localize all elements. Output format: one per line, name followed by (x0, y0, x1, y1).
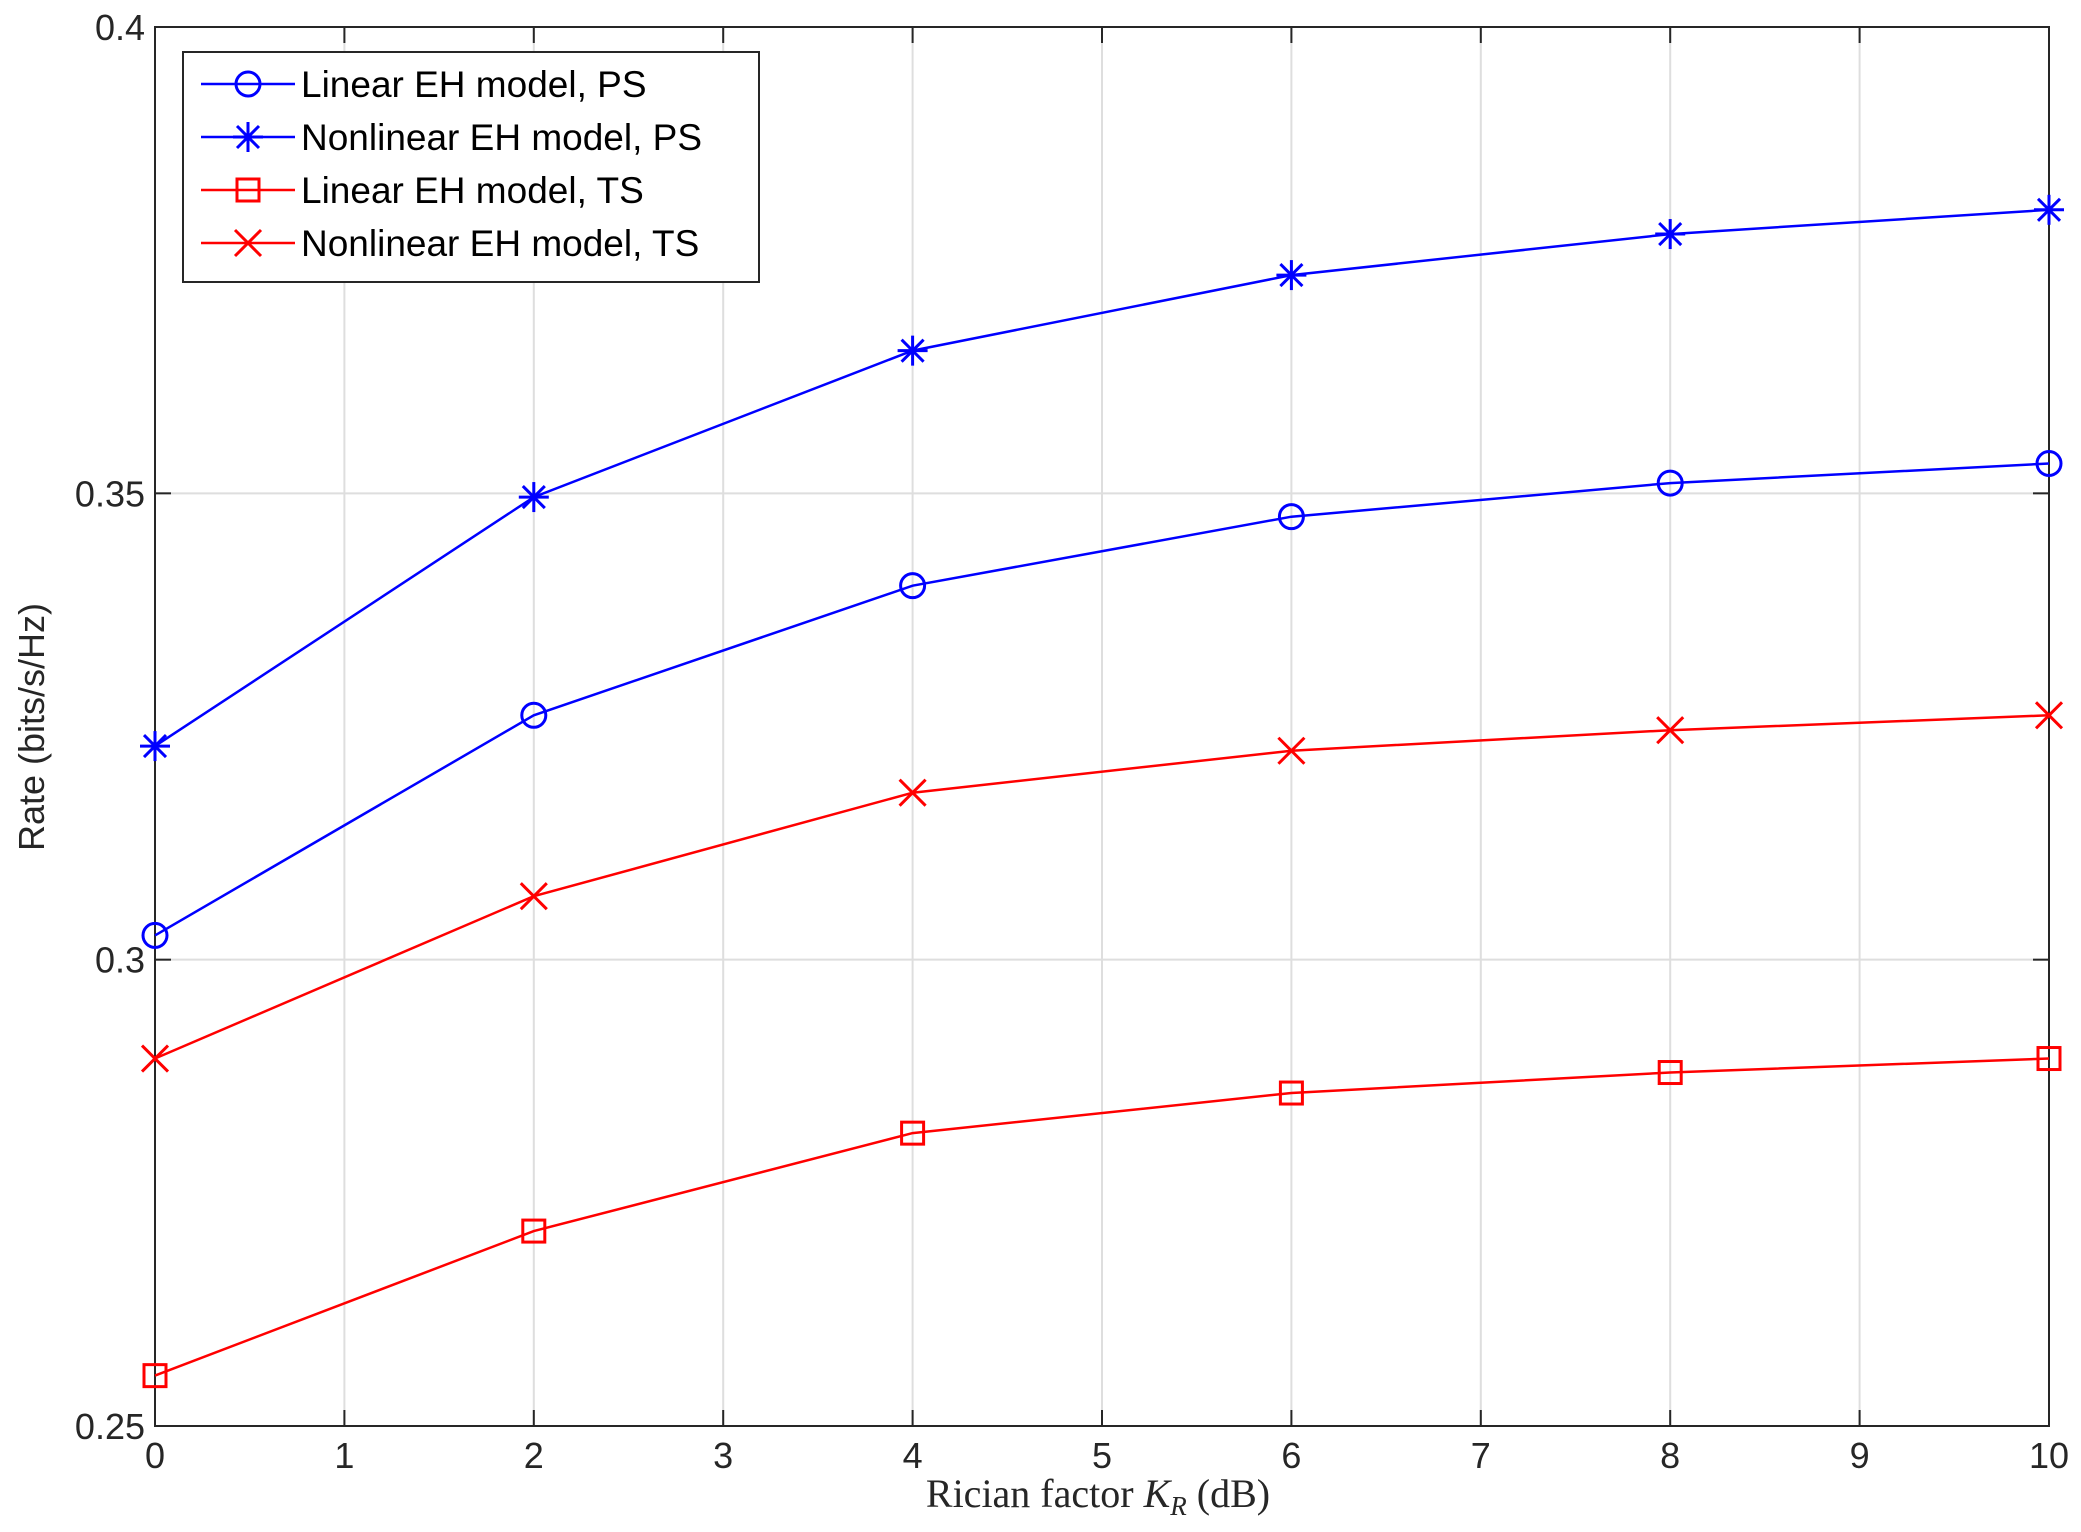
series-2 (140, 194, 2064, 762)
asterisk-marker-stroke (235, 124, 261, 150)
square-marker-shape (1657, 1060, 1683, 1086)
x-tick-label: 9 (1850, 1435, 1870, 1476)
x-tick-label: 1 (334, 1435, 354, 1476)
x-tick-label: 7 (1471, 1435, 1491, 1476)
data-point (521, 1218, 547, 1244)
data-point (518, 482, 549, 513)
data-point (1655, 219, 1686, 250)
data-point (142, 1363, 168, 1389)
data-point (141, 921, 169, 949)
data-series (140, 194, 2064, 1389)
x-tick-label: 10 (2029, 1435, 2069, 1476)
data-point (898, 778, 927, 807)
square-marker-shape (142, 1363, 168, 1389)
y-tick-label: 0.25 (75, 1406, 145, 1447)
square-marker-shape (900, 1120, 926, 1146)
square-marker-shape (1278, 1080, 1304, 1106)
x-marker-stroke (233, 228, 263, 258)
legend-label: Linear EH model, PS (301, 64, 647, 105)
data-point (897, 335, 928, 366)
series-4 (140, 701, 2064, 1073)
circle-marker-shape (899, 572, 927, 600)
data-point (2034, 194, 2064, 225)
data-point (520, 701, 548, 729)
legend-marker (233, 228, 263, 258)
legend-marker (234, 70, 262, 98)
x-axis-label-symbol: K (1143, 1471, 1173, 1516)
asterisk-marker-stroke (1658, 221, 1683, 247)
legend-entry: Linear EH model, TS (201, 170, 644, 211)
circle-marker-shape (2035, 449, 2063, 477)
circle-marker-shape (1656, 469, 1684, 497)
data-point (1656, 716, 1685, 745)
circle-marker-shape (520, 701, 548, 729)
x-tick-label: 8 (1660, 1435, 1680, 1476)
data-point (519, 882, 548, 911)
series-3 (142, 1046, 2062, 1389)
legend: Linear EH model, PS Nonlinear EH model, P… (182, 51, 760, 283)
data-point (2034, 701, 2064, 730)
square-marker-shape (2036, 1046, 2062, 1072)
x-axis-label-prefix: Rician factor (926, 1471, 1144, 1516)
legend-label: Nonlinear EH model, TS (301, 223, 699, 264)
asterisk-marker-stroke (900, 338, 925, 363)
legend-label: Nonlinear EH model, PS (301, 117, 702, 158)
asterisk-marker-stroke (1279, 263, 1304, 288)
data-point (1656, 469, 1684, 497)
data-point (900, 1120, 926, 1146)
y-tick-label: 0.3 (95, 940, 145, 981)
asterisk-marker-stroke (142, 734, 168, 759)
x-marker-stroke (140, 1044, 170, 1073)
y-tick-label: 0.35 (75, 473, 145, 514)
x-marker-stroke (1277, 736, 1306, 765)
data-point (1277, 503, 1305, 531)
data-point (2035, 449, 2063, 477)
data-point (1657, 1060, 1683, 1086)
asterisk-marker-stroke (521, 485, 546, 510)
legend-marker (235, 177, 261, 203)
series-line (154, 1057, 2050, 1377)
circle-marker-shape (141, 921, 169, 949)
axis-ticks: 0 1 2 3 4 5 6 7 8 9 10 0.25 0.3 0.35 0.4 (75, 7, 2069, 1476)
y-tick-label: 0.4 (95, 7, 145, 48)
legend-entries: Linear EH model, PS Nonlinear EH model, P… (201, 64, 702, 264)
x-marker-stroke (898, 778, 927, 807)
legend-entry: Linear EH model, PS (201, 64, 647, 105)
data-point (2036, 1046, 2062, 1072)
series-line (154, 462, 2050, 937)
x-axis-label-subscript: R (1169, 1491, 1187, 1521)
x-marker-stroke (1656, 716, 1685, 745)
data-point (140, 731, 170, 762)
data-point (1277, 736, 1306, 765)
x-tick-label: 4 (903, 1435, 923, 1476)
x-tick-label: 2 (524, 1435, 544, 1476)
data-point (899, 572, 927, 600)
y-axis-label: Rate (bits/s/Hz) (11, 603, 52, 851)
square-marker-shape (235, 177, 261, 203)
x-tick-label: 5 (1092, 1435, 1112, 1476)
asterisk-marker-stroke (2036, 197, 2062, 222)
data-point (1276, 260, 1307, 291)
x-axis-label: Rician factor KR (dB) (926, 1471, 1270, 1521)
circle-marker-shape (234, 70, 262, 98)
series-line (154, 208, 2050, 748)
x-marker-stroke (2034, 701, 2064, 730)
legend-label: Linear EH model, TS (301, 170, 644, 211)
series-line (154, 714, 2050, 1060)
x-tick-label: 0 (145, 1435, 165, 1476)
x-axis-label-suffix: (dB) (1187, 1471, 1270, 1516)
square-marker-shape (521, 1218, 547, 1244)
legend-entry: Nonlinear EH model, TS (201, 223, 699, 264)
legend-entry: Nonlinear EH model, PS (201, 117, 702, 158)
x-tick-label: 3 (713, 1435, 733, 1476)
data-point (140, 1044, 170, 1073)
circle-marker-shape (1277, 503, 1305, 531)
x-marker-stroke (519, 882, 548, 911)
legend-marker (233, 122, 263, 152)
series-1 (141, 449, 2063, 949)
data-point (1278, 1080, 1304, 1106)
x-tick-label: 6 (1281, 1435, 1301, 1476)
